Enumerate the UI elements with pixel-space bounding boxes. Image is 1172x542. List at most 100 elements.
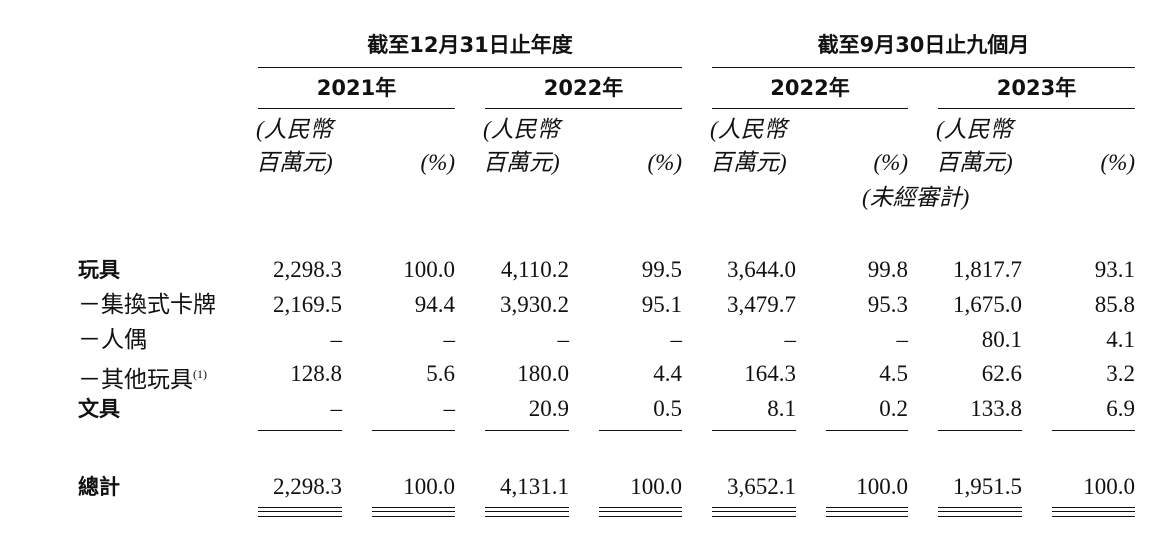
amount-unit: 百萬元) [710,150,787,175]
cell: 85.8 [1094,291,1135,317]
cell: 94.4 [414,291,455,317]
footnote-ref: (1) [193,367,207,382]
cell: – [443,326,456,352]
cell: 4,110.2 [500,257,569,282]
year-header: 2022年 [770,76,850,100]
cell: – [670,326,683,352]
cell: 3,479.7 [727,291,796,317]
cell: – [557,326,570,352]
cell: 4,131.1 [500,474,569,499]
amount-unit: 百萬元) [936,150,1013,175]
cell: 100.0 [630,474,682,499]
rule [938,430,1022,431]
rule [485,507,569,508]
amount-unit: (人民幣 [483,117,560,142]
rule [258,511,342,512]
cell: 100.0 [1083,474,1135,499]
amount-unit: (人民幣 [710,117,787,142]
row-label: 總計 [78,475,120,499]
cell: 5.6 [426,361,455,387]
rule [938,507,1022,508]
rule [1052,507,1135,508]
cell: 164.3 [744,361,796,387]
cell: 99.8 [867,257,908,282]
cell: 128.8 [290,361,342,387]
amount-unit: 百萬元) [256,150,333,175]
rule [258,67,682,68]
cell: 100.0 [856,474,908,499]
year-header: 2021年 [316,76,397,100]
cell: 2,169.5 [273,291,342,317]
rule [1052,430,1135,431]
rule [826,511,908,512]
rule [258,516,342,517]
cell: 4.1 [1106,326,1135,352]
rule [712,67,1135,68]
cell: 1,675.0 [953,291,1022,317]
rule [372,511,455,512]
cell: 133.8 [970,396,1022,422]
rule [938,511,1022,512]
rule [1052,516,1135,517]
year-header: 2023年 [996,76,1077,100]
cell: 1,951.5 [953,474,1022,499]
cell: 99.5 [641,257,682,282]
pct-unit: (%) [647,150,682,175]
rule [826,516,908,517]
cell: – [784,326,797,352]
group-title: 截至9月30日止九個月 [817,33,1030,57]
cell: – [443,396,456,422]
pct-unit: (%) [873,150,908,175]
cell: – [330,396,343,422]
rule [826,430,908,431]
year-header: 2022年 [543,76,624,100]
cell: 2,298.3 [273,474,342,499]
cell: 4.5 [879,361,908,387]
rule [485,108,682,109]
rule [258,430,342,431]
amount-unit: (人民幣 [936,117,1013,142]
rule [599,430,682,431]
cell: 3,652.1 [727,474,796,499]
cell: 180.0 [517,361,569,387]
cell: 1,817.7 [953,257,1022,282]
cell: 0.2 [879,396,908,422]
cell: 8.1 [767,396,796,422]
amount-unit: (人民幣 [256,117,333,142]
cell: 3.2 [1106,361,1135,387]
rule [599,516,682,517]
cell: 6.9 [1106,396,1135,422]
cell: 3,930.2 [500,291,569,317]
rule [258,108,455,109]
cell: 2,298.3 [273,257,342,282]
rule [712,108,908,109]
rule [372,507,455,508]
rule [372,516,455,517]
rule [485,511,569,512]
rule [485,430,569,431]
amount-unit: 百萬元) [483,150,560,175]
rule [599,507,682,508]
row-label: 文具 [78,397,120,422]
rule [712,507,796,508]
pct-unit: (%) [420,150,455,175]
cell: – [896,326,909,352]
row-label: 玩具 [78,258,120,282]
rule [826,507,908,508]
row-label: －人偶 [78,326,147,352]
cell: 95.3 [867,291,908,317]
cell: 20.9 [528,396,569,422]
rule [372,430,455,431]
cell: 3,644.0 [727,257,796,282]
row-label: －其他玩具(1) [78,367,207,393]
group-title: 截至12月31日止年度 [367,33,573,57]
cell: – [330,326,343,352]
cell: 62.6 [981,361,1022,387]
rule [485,516,569,517]
rule [258,507,342,508]
cell: 0.5 [653,396,682,422]
rule [938,108,1135,109]
rule [938,516,1022,517]
rule [712,511,796,512]
